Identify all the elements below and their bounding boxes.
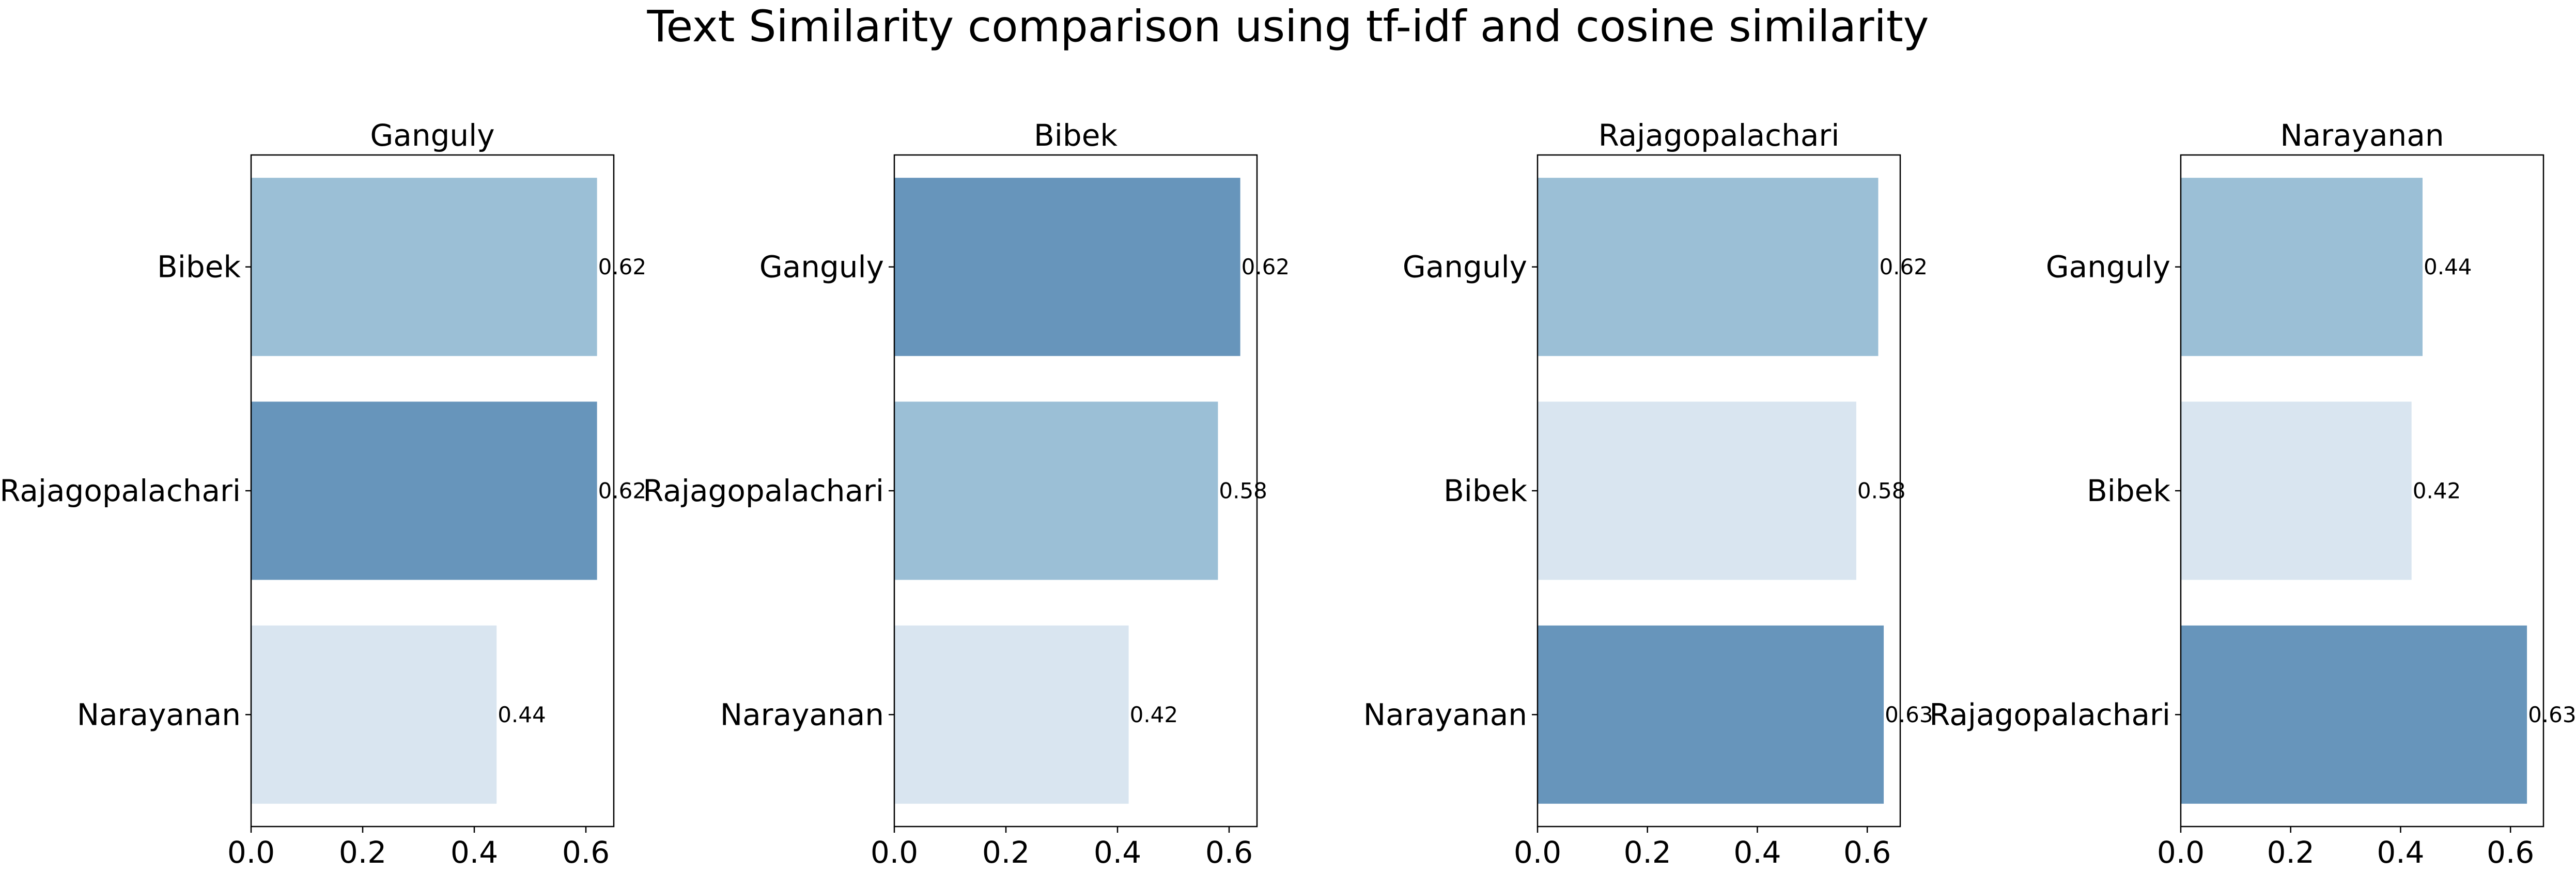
y-tick-label: Rajagopalachari	[0, 473, 241, 508]
x-tick-label: 0.6	[1205, 835, 1253, 870]
subplot-narayanan: Narayanan Ganguly 0.44 Bibek 0.42 Rajagopalac…	[1929, 118, 2576, 870]
data-label: 0.44	[498, 702, 546, 727]
data-label: 0.62	[1242, 254, 1290, 279]
x-tick-label: 0.2	[339, 835, 386, 870]
y-tick-label: Bibek	[2087, 473, 2170, 508]
y-tick-label: Narayanan	[77, 697, 241, 732]
subplot-title: Ganguly	[370, 118, 494, 153]
subplot-title: Narayanan	[2280, 118, 2444, 153]
y-tick-label: Narayanan	[1363, 697, 1527, 732]
x-tick-label: 0.4	[1733, 835, 1781, 870]
bar-ganguly	[1538, 178, 1879, 356]
y-tick-label: Bibek	[157, 250, 241, 285]
bar-rajagopalachari	[251, 401, 597, 580]
bar-ganguly	[894, 178, 1240, 356]
axes-frame	[250, 154, 615, 828]
bar-narayanan	[894, 625, 1129, 804]
bar-rajagopalachari	[2181, 625, 2527, 804]
data-label: 0.42	[1130, 702, 1178, 727]
data-label: 0.62	[1879, 254, 1928, 279]
x-tick-label: 0.0	[2157, 835, 2205, 870]
subplot-rajagopalachari: Rajagopalachari Ganguly 0.62 Bibek 0.58 Naray…	[1363, 118, 1933, 870]
x-tick-label: 0.2	[2267, 835, 2315, 870]
bar-bibek	[251, 178, 597, 356]
data-label: 0.44	[2424, 254, 2472, 279]
data-label: 0.63	[2528, 702, 2576, 727]
bar-ganguly	[2181, 178, 2423, 356]
y-tick-label: Rajagopalachari	[1929, 697, 2170, 732]
figure-title: Text Similarity comparison using tf-idf …	[647, 1, 1929, 52]
axes-frame	[2180, 154, 2544, 828]
x-tick-label: 0.4	[451, 835, 498, 870]
data-label: 0.63	[1885, 702, 1933, 727]
y-tick-label: Ganguly	[1403, 250, 1527, 285]
bar-bibek	[1538, 401, 1856, 580]
x-tick-label: 0.2	[982, 835, 1030, 870]
y-tick-label: Bibek	[1444, 473, 1527, 508]
x-tick-label: 0.4	[2377, 835, 2424, 870]
data-label: 0.42	[2413, 478, 2461, 504]
subplot-ganguly: Ganguly Bibek 0.62 Rajagopalachari 0.62 Naray…	[0, 118, 646, 870]
y-tick-label: Rajagopalachari	[643, 473, 884, 508]
x-tick-label: 0.0	[871, 835, 918, 870]
axes-frame	[1537, 154, 1901, 828]
bar-narayanan	[251, 625, 497, 804]
x-tick-label: 0.0	[1514, 835, 1561, 870]
bar-rajagopalachari	[894, 401, 1218, 580]
x-tick-label: 0.6	[562, 835, 610, 870]
x-tick-label: 0.4	[1094, 835, 1141, 870]
y-tick-label: Narayanan	[720, 697, 884, 732]
y-tick-label: Ganguly	[759, 250, 884, 285]
data-label: 0.62	[598, 254, 647, 279]
bar-narayanan	[1538, 625, 1884, 804]
x-tick-label: 0.6	[1843, 835, 1891, 870]
axes-frame	[893, 154, 1258, 828]
subplot-title: Bibek	[1034, 118, 1118, 153]
bar-bibek	[2181, 401, 2412, 580]
subplot-title: Rajagopalachari	[1599, 118, 1840, 153]
x-tick-label: 0.2	[1624, 835, 1671, 870]
x-tick-label: 0.0	[227, 835, 275, 870]
data-label: 0.58	[1857, 478, 1906, 504]
data-label: 0.58	[1219, 478, 1267, 504]
data-label: 0.62	[598, 478, 647, 504]
subplot-bibek: Bibek Ganguly 0.62 Rajagopalachari 0.58 Naray…	[643, 118, 1290, 870]
x-tick-label: 0.6	[2487, 835, 2534, 870]
y-tick-label: Ganguly	[2046, 250, 2170, 285]
